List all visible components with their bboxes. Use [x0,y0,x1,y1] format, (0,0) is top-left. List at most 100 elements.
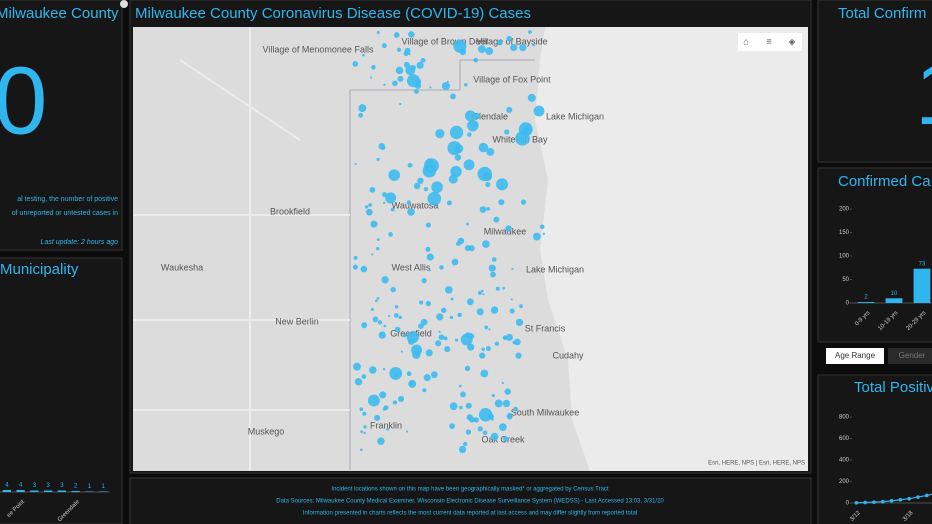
case-circle [431,181,443,193]
case-circle [479,352,486,359]
case-circle [407,162,413,168]
case-circle [364,205,369,209]
case-circle [473,57,479,63]
case-circle [418,323,424,330]
case-circle [378,331,386,339]
case-circle [484,325,489,330]
case-circle [477,426,483,432]
tab-label[interactable]: Age Range [835,351,876,360]
case-circle [412,350,421,359]
case-circle [448,174,458,184]
case-circle [363,425,367,429]
case-circle [498,423,507,431]
bar [85,491,94,492]
case-circle [490,306,499,314]
case-circle [379,391,387,399]
case-circle [353,255,358,260]
case-circle [486,206,491,211]
map-label: Village of Fox Point [473,74,551,84]
case-circle [446,200,452,206]
case-circle [460,391,466,398]
map-label: Milwaukee [484,226,527,236]
case-circle [407,208,415,216]
case-circle [476,308,484,316]
case-circle [505,225,512,232]
map-label: Cudahy [552,350,584,360]
case-circle [361,322,368,329]
y-tick-label: 0 [846,301,850,307]
trend-title: Total Positiv [854,379,932,396]
case-circle [388,314,391,318]
case-circle [352,264,358,270]
case-circle [423,186,429,192]
case-circle [354,163,357,166]
case-circle [382,367,386,371]
case-circle [423,374,431,382]
map-label: New Berlin [275,316,319,326]
case-circle [479,206,487,213]
case-circle [460,333,473,346]
case-circle [365,208,373,216]
case-circle [420,57,426,63]
case-circle [510,43,518,52]
case-circle [383,324,387,328]
case-circle [528,30,532,34]
layers-button[interactable]: ◈ [789,36,796,46]
legend-button[interactable]: ≡ [766,36,771,46]
case-circle [449,402,458,411]
case-circle [370,76,373,79]
bar [2,489,11,492]
case-circle [463,441,468,447]
case-circle [482,430,488,436]
case-circle [441,307,447,313]
case-circle [390,286,396,293]
tab[interactable] [826,348,884,364]
case-circle [381,192,387,198]
case-circle [478,408,493,422]
case-circle [428,269,431,272]
case-circle [419,300,424,305]
info-icon[interactable] [120,0,128,8]
value-label: 3 [33,483,37,489]
case-circle [427,191,442,206]
case-circle [512,340,516,345]
value-label: 1 [88,484,92,490]
case-circle [406,200,411,205]
case-circle [494,341,499,346]
home-button[interactable]: ⌂ [743,36,748,46]
lake [535,27,808,471]
map-label: Lake Michigan [546,111,604,121]
point [854,500,859,505]
case-circle [376,297,380,300]
case-circle [426,300,429,304]
case-circle [466,222,470,226]
footer-line: Information presented in charts reflects… [303,511,637,517]
case-circle [520,199,527,205]
value-label: 2 [864,295,868,301]
big-number: 0 [0,47,47,154]
case-circle [374,414,381,422]
panel [129,477,812,524]
case-circle [421,278,427,284]
case-circle [381,276,389,284]
tab-label[interactable]: Gender [899,351,926,360]
case-circle [505,333,513,341]
case-circle [360,430,363,434]
case-circle [394,34,398,37]
case-circle [459,405,463,410]
case-circle [491,393,495,398]
case-circle [532,232,541,241]
age-title: Confirmed Ca [838,173,931,190]
case-circle [408,31,415,38]
case-circle [367,394,380,407]
tab[interactable] [888,348,932,364]
point [907,496,911,501]
case-circle [406,371,412,377]
map-label: South Milwaukee [511,407,580,417]
case-circle [509,308,515,314]
case-circle [375,299,378,303]
case-circle [477,291,482,296]
footer-line: Incident locations shown on this map hav… [331,487,608,493]
point [898,497,903,502]
